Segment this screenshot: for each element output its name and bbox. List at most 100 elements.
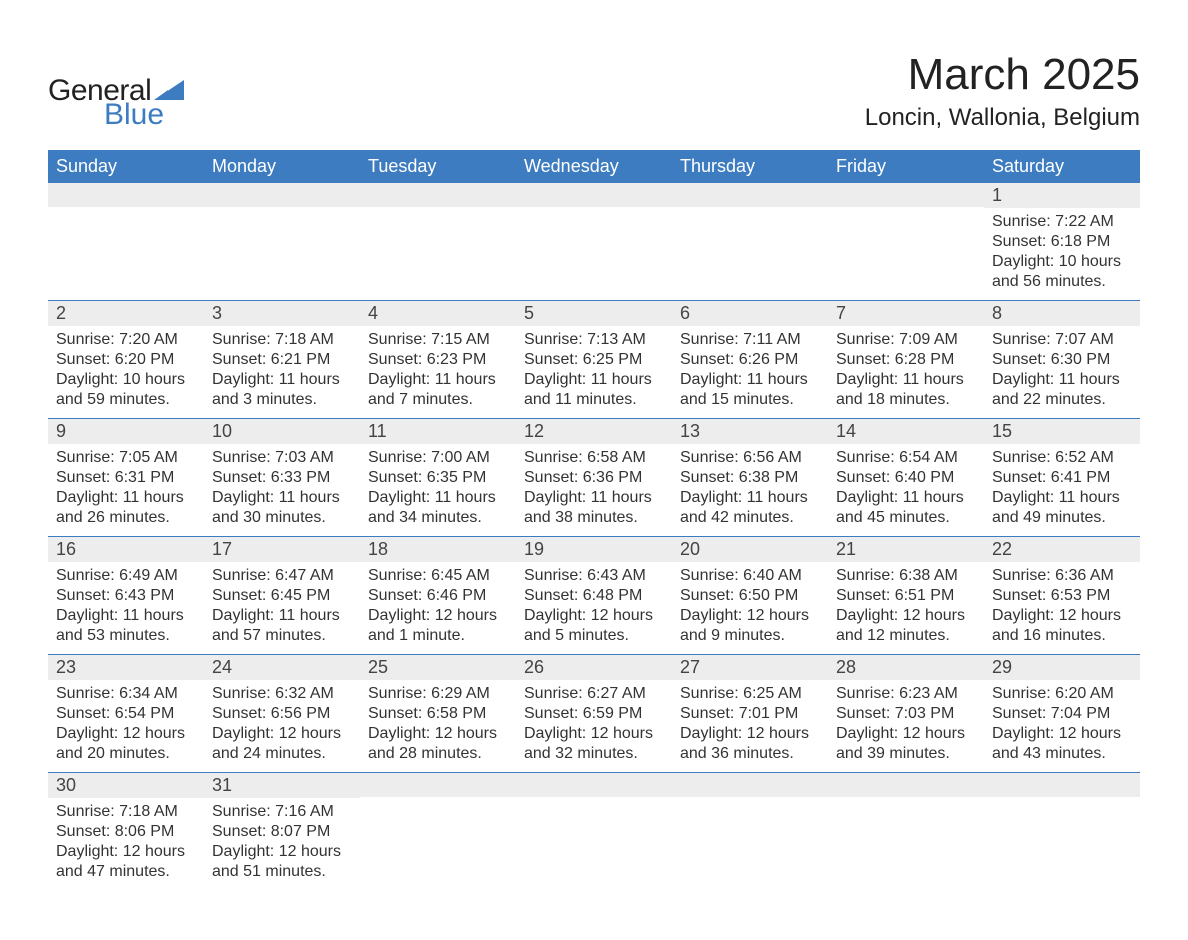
- daylight1-text: Daylight: 11 hours: [836, 370, 976, 390]
- day-cell: 5Sunrise: 7:13 AMSunset: 6:25 PMDaylight…: [516, 301, 672, 419]
- daylight2-text: and 7 minutes.: [368, 390, 508, 410]
- week-row: 9Sunrise: 7:05 AMSunset: 6:31 PMDaylight…: [48, 419, 1140, 537]
- daylight2-text: and 34 minutes.: [368, 508, 508, 528]
- daylight2-text: and 42 minutes.: [680, 508, 820, 528]
- day-number: 23: [48, 655, 204, 680]
- day-body: Sunrise: 7:05 AMSunset: 6:31 PMDaylight:…: [48, 444, 204, 536]
- daylight1-text: Daylight: 11 hours: [992, 488, 1132, 508]
- day-cell: 11Sunrise: 7:00 AMSunset: 6:35 PMDayligh…: [360, 419, 516, 537]
- day-number: [828, 773, 984, 797]
- day-cell: 7Sunrise: 7:09 AMSunset: 6:28 PMDaylight…: [828, 301, 984, 419]
- day-number: 16: [48, 537, 204, 562]
- daylight2-text: and 57 minutes.: [212, 626, 352, 646]
- day-number: [984, 773, 1140, 797]
- daylight1-text: Daylight: 12 hours: [524, 606, 664, 626]
- sunrise-text: Sunrise: 7:09 AM: [836, 330, 976, 350]
- day-cell: 25Sunrise: 6:29 AMSunset: 6:58 PMDayligh…: [360, 655, 516, 773]
- month-title: March 2025: [865, 50, 1140, 100]
- daylight2-text: and 49 minutes.: [992, 508, 1132, 528]
- day-cell: 6Sunrise: 7:11 AMSunset: 6:26 PMDaylight…: [672, 301, 828, 419]
- day-number: 5: [516, 301, 672, 326]
- daylight1-text: Daylight: 12 hours: [212, 842, 352, 862]
- day-cell: 10Sunrise: 7:03 AMSunset: 6:33 PMDayligh…: [204, 419, 360, 537]
- daylight1-text: Daylight: 12 hours: [836, 606, 976, 626]
- sunset-text: Sunset: 7:01 PM: [680, 704, 820, 724]
- day-number: 8: [984, 301, 1140, 326]
- col-saturday: Saturday: [984, 150, 1140, 183]
- sunrise-text: Sunrise: 7:05 AM: [56, 448, 196, 468]
- day-number: 29: [984, 655, 1140, 680]
- daylight1-text: Daylight: 11 hours: [524, 488, 664, 508]
- sunrise-text: Sunrise: 6:43 AM: [524, 566, 664, 586]
- sunrise-text: Sunrise: 7:22 AM: [992, 212, 1132, 232]
- day-cell: 2Sunrise: 7:20 AMSunset: 6:20 PMDaylight…: [48, 301, 204, 419]
- day-cell: 18Sunrise: 6:45 AMSunset: 6:46 PMDayligh…: [360, 537, 516, 655]
- sunrise-text: Sunrise: 7:00 AM: [368, 448, 508, 468]
- sunset-text: Sunset: 6:40 PM: [836, 468, 976, 488]
- day-number: 12: [516, 419, 672, 444]
- day-body: [204, 207, 360, 287]
- day-number: 18: [360, 537, 516, 562]
- daylight2-text: and 59 minutes.: [56, 390, 196, 410]
- day-body: Sunrise: 6:52 AMSunset: 6:41 PMDaylight:…: [984, 444, 1140, 536]
- sunrise-text: Sunrise: 7:18 AM: [56, 802, 196, 822]
- col-monday: Monday: [204, 150, 360, 183]
- sunset-text: Sunset: 6:18 PM: [992, 232, 1132, 252]
- day-body: Sunrise: 7:18 AMSunset: 6:21 PMDaylight:…: [204, 326, 360, 418]
- daylight1-text: Daylight: 11 hours: [56, 488, 196, 508]
- day-number: 17: [204, 537, 360, 562]
- day-body: Sunrise: 7:03 AMSunset: 6:33 PMDaylight:…: [204, 444, 360, 536]
- day-cell: [360, 183, 516, 301]
- daylight2-text: and 24 minutes.: [212, 744, 352, 764]
- day-body: Sunrise: 7:00 AMSunset: 6:35 PMDaylight:…: [360, 444, 516, 536]
- title-block: March 2025 Loncin, Wallonia, Belgium: [865, 50, 1140, 132]
- day-number: [360, 773, 516, 797]
- daylight2-text: and 9 minutes.: [680, 626, 820, 646]
- day-number: 20: [672, 537, 828, 562]
- day-body: Sunrise: 7:07 AMSunset: 6:30 PMDaylight:…: [984, 326, 1140, 418]
- daylight1-text: Daylight: 11 hours: [680, 488, 820, 508]
- day-body: Sunrise: 6:49 AMSunset: 6:43 PMDaylight:…: [48, 562, 204, 654]
- day-cell: 24Sunrise: 6:32 AMSunset: 6:56 PMDayligh…: [204, 655, 360, 773]
- sunrise-text: Sunrise: 7:18 AM: [212, 330, 352, 350]
- day-cell: [48, 183, 204, 301]
- daylight1-text: Daylight: 11 hours: [56, 606, 196, 626]
- day-cell: [828, 773, 984, 891]
- daylight1-text: Daylight: 12 hours: [368, 606, 508, 626]
- day-cell: 28Sunrise: 6:23 AMSunset: 7:03 PMDayligh…: [828, 655, 984, 773]
- sunset-text: Sunset: 6:25 PM: [524, 350, 664, 370]
- day-number: [48, 183, 204, 207]
- sunset-text: Sunset: 6:48 PM: [524, 586, 664, 606]
- sunrise-text: Sunrise: 6:27 AM: [524, 684, 664, 704]
- daylight1-text: Daylight: 11 hours: [992, 370, 1132, 390]
- day-body: [516, 207, 672, 287]
- day-number: 22: [984, 537, 1140, 562]
- sunset-text: Sunset: 7:04 PM: [992, 704, 1132, 724]
- daylight1-text: Daylight: 11 hours: [212, 488, 352, 508]
- day-body: Sunrise: 6:38 AMSunset: 6:51 PMDaylight:…: [828, 562, 984, 654]
- day-number: 19: [516, 537, 672, 562]
- week-row: 2Sunrise: 7:20 AMSunset: 6:20 PMDaylight…: [48, 301, 1140, 419]
- sunrise-text: Sunrise: 6:38 AM: [836, 566, 976, 586]
- daylight1-text: Daylight: 11 hours: [680, 370, 820, 390]
- day-body: Sunrise: 6:25 AMSunset: 7:01 PMDaylight:…: [672, 680, 828, 772]
- day-cell: [672, 183, 828, 301]
- calendar-header: Sunday Monday Tuesday Wednesday Thursday…: [48, 150, 1140, 183]
- sunset-text: Sunset: 7:03 PM: [836, 704, 976, 724]
- sunrise-text: Sunrise: 6:56 AM: [680, 448, 820, 468]
- day-number: 30: [48, 773, 204, 798]
- day-body: Sunrise: 6:27 AMSunset: 6:59 PMDaylight:…: [516, 680, 672, 772]
- day-number: [360, 183, 516, 207]
- daylight1-text: Daylight: 12 hours: [836, 724, 976, 744]
- day-cell: [828, 183, 984, 301]
- daylight2-text: and 45 minutes.: [836, 508, 976, 528]
- daylight2-text: and 47 minutes.: [56, 862, 196, 882]
- sunrise-text: Sunrise: 7:16 AM: [212, 802, 352, 822]
- day-number: 27: [672, 655, 828, 680]
- daylight2-text: and 53 minutes.: [56, 626, 196, 646]
- sunrise-text: Sunrise: 6:34 AM: [56, 684, 196, 704]
- location: Loncin, Wallonia, Belgium: [865, 104, 1140, 132]
- col-sunday: Sunday: [48, 150, 204, 183]
- daylight1-text: Daylight: 12 hours: [56, 842, 196, 862]
- sunrise-text: Sunrise: 6:36 AM: [992, 566, 1132, 586]
